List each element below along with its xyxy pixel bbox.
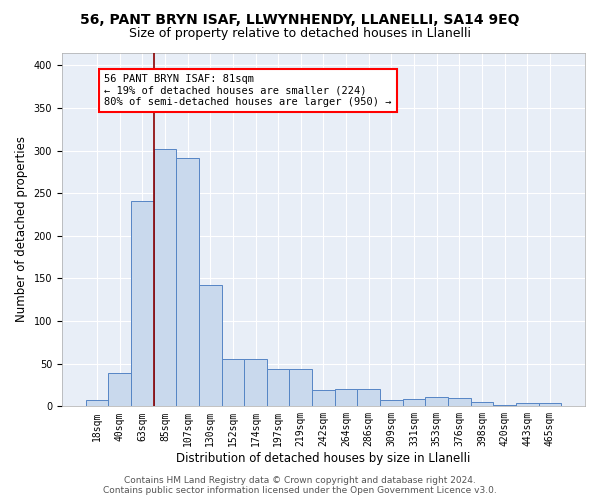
Bar (221, 360, 244, 406)
Bar (86, 400, 109, 406)
Bar (358, 390, 380, 406)
Text: Contains HM Land Registry data © Crown copyright and database right 2024.
Contai: Contains HM Land Registry data © Crown c… (103, 476, 497, 495)
Bar (403, 398, 425, 406)
Bar (448, 398, 470, 406)
Bar (380, 400, 403, 406)
Bar (244, 360, 267, 406)
Bar (267, 369, 289, 406)
X-axis label: Distribution of detached houses by size in Llanelli: Distribution of detached houses by size … (176, 452, 470, 465)
Bar (109, 373, 131, 406)
Bar (335, 390, 358, 406)
Bar (516, 403, 539, 406)
Text: 56 PANT BRYN ISAF: 81sqm
← 19% of detached houses are smaller (224)
80% of semi-: 56 PANT BRYN ISAF: 81sqm ← 19% of detach… (104, 74, 391, 107)
Bar (199, 286, 221, 406)
Bar (154, 149, 176, 406)
Bar (470, 402, 493, 406)
Bar (176, 158, 199, 406)
Text: 56, PANT BRYN ISAF, LLWYNHENDY, LLANELLI, SA14 9EQ: 56, PANT BRYN ISAF, LLWYNHENDY, LLANELLI… (80, 12, 520, 26)
Bar (289, 369, 312, 406)
Text: Size of property relative to detached houses in Llanelli: Size of property relative to detached ho… (129, 28, 471, 40)
Bar (312, 390, 335, 406)
Bar (539, 403, 561, 406)
Bar (131, 201, 154, 406)
Y-axis label: Number of detached properties: Number of detached properties (15, 136, 28, 322)
Bar (425, 397, 448, 406)
